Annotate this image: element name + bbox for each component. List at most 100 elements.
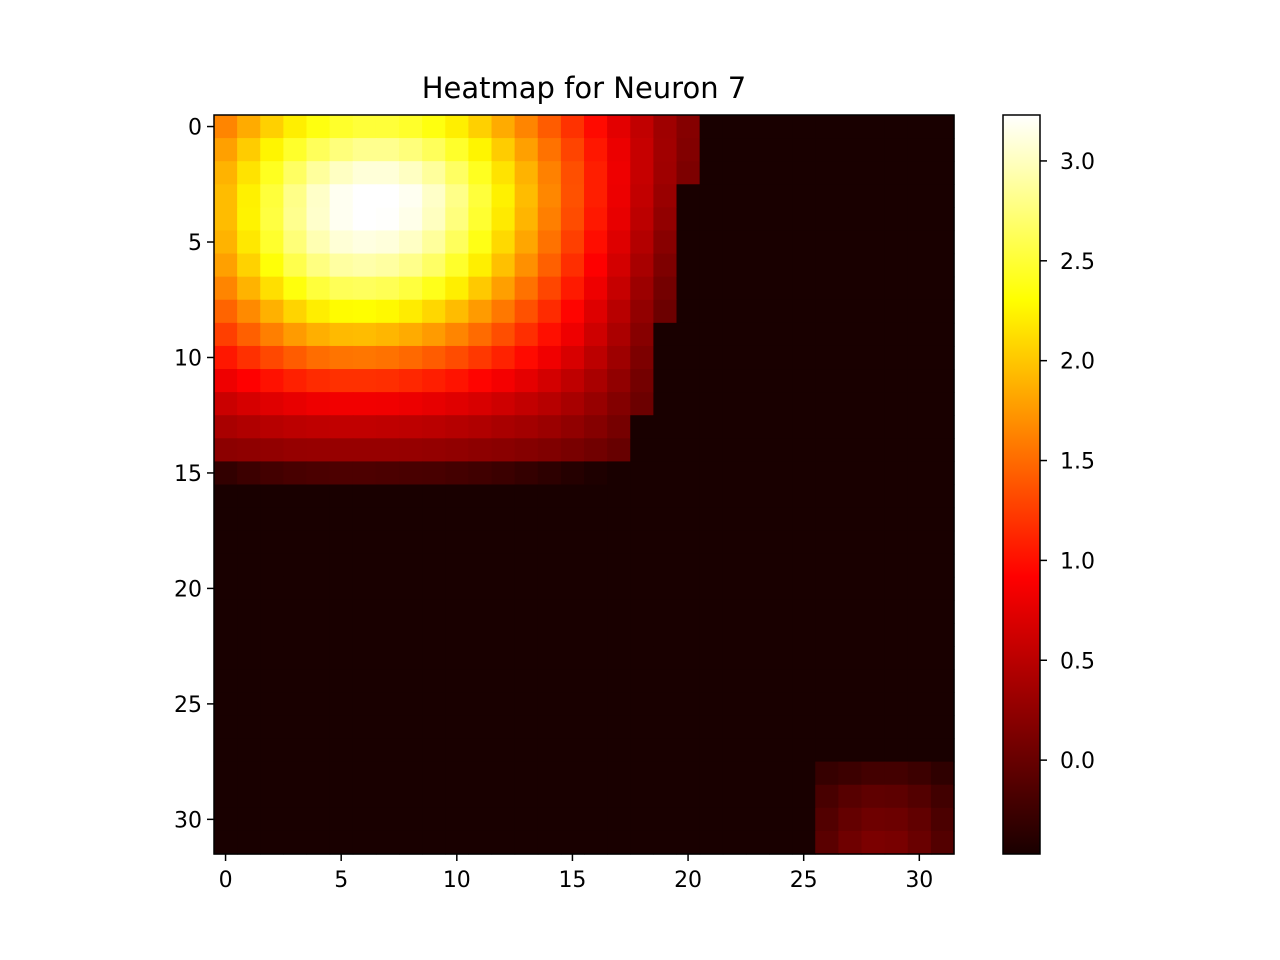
heatmap-cell bbox=[907, 392, 932, 416]
heatmap-cell bbox=[468, 299, 493, 324]
heatmap-cell bbox=[560, 692, 585, 717]
heatmap-cell bbox=[375, 807, 400, 832]
heatmap-cell bbox=[422, 253, 446, 278]
heatmap-cell bbox=[630, 253, 654, 278]
heatmap-cell bbox=[792, 807, 816, 832]
heatmap-cell bbox=[283, 553, 308, 578]
heatmap-cell bbox=[537, 369, 562, 393]
heatmap-cell bbox=[468, 276, 493, 301]
heatmap-cell bbox=[676, 253, 701, 278]
heatmap-cell bbox=[514, 392, 539, 416]
heatmap-cell bbox=[630, 692, 654, 717]
y-tick-label: 0 bbox=[188, 116, 202, 141]
heatmap-cell bbox=[329, 415, 354, 439]
heatmap-cell bbox=[399, 715, 423, 740]
heatmap-cell bbox=[214, 207, 238, 232]
heatmap-cell bbox=[514, 369, 539, 393]
heatmap-cell bbox=[468, 692, 493, 717]
heatmap-cell bbox=[445, 484, 469, 509]
heatmap-cell bbox=[607, 530, 631, 555]
heatmap-cell bbox=[329, 161, 354, 185]
heatmap-cell bbox=[792, 322, 816, 347]
heatmap-cell bbox=[329, 738, 354, 763]
heatmap-cell bbox=[722, 738, 747, 763]
heatmap-cell bbox=[838, 646, 863, 670]
heatmap-cell bbox=[838, 507, 863, 532]
heatmap-cell bbox=[722, 207, 747, 232]
heatmap-cell bbox=[329, 299, 354, 324]
heatmap-cell bbox=[214, 276, 238, 301]
heatmap-cell bbox=[399, 830, 423, 855]
heatmap-cell bbox=[514, 507, 539, 532]
heatmap-cell bbox=[306, 484, 331, 509]
heatmap-cell bbox=[584, 830, 608, 855]
heatmap-cell bbox=[468, 184, 493, 208]
heatmap-cell bbox=[514, 807, 539, 832]
heatmap-cell bbox=[838, 253, 863, 278]
heatmap-cell bbox=[769, 461, 793, 486]
heatmap-cell bbox=[745, 715, 770, 740]
heatmap-cell bbox=[445, 230, 469, 255]
heatmap-cell bbox=[769, 576, 793, 601]
heatmap-cell bbox=[815, 484, 839, 509]
heatmap-cell bbox=[838, 461, 863, 486]
heatmap-cell bbox=[815, 807, 839, 832]
heatmap-cell bbox=[722, 807, 747, 832]
heatmap-cell bbox=[722, 599, 747, 624]
heatmap-cell bbox=[630, 392, 654, 416]
heatmap-cell bbox=[283, 807, 308, 832]
heatmap-cell bbox=[907, 553, 932, 578]
heatmap-cell bbox=[861, 530, 886, 555]
heatmap-cell bbox=[815, 830, 839, 855]
heatmap-cell bbox=[306, 345, 331, 370]
heatmap-cell bbox=[907, 576, 932, 601]
heatmap-cell bbox=[260, 830, 284, 855]
heatmap-cell bbox=[630, 599, 654, 624]
heatmap-cell bbox=[537, 738, 562, 763]
heatmap-cell bbox=[237, 161, 261, 185]
heatmap-cell bbox=[745, 484, 770, 509]
heatmap-cell bbox=[468, 784, 493, 809]
heatmap-cell bbox=[769, 369, 793, 393]
heatmap-cell bbox=[607, 461, 631, 486]
heatmap-cell bbox=[630, 507, 654, 532]
heatmap-cell bbox=[838, 115, 863, 139]
heatmap-cell bbox=[838, 345, 863, 370]
heatmap-cell bbox=[769, 322, 793, 347]
heatmap-cell bbox=[329, 438, 354, 462]
heatmap-cell bbox=[491, 161, 516, 185]
heatmap-cell bbox=[699, 438, 724, 462]
heatmap-cell bbox=[884, 646, 909, 670]
heatmap-cell bbox=[745, 253, 770, 278]
heatmap-cell bbox=[306, 115, 331, 139]
heatmap-cell bbox=[491, 230, 516, 255]
heatmap-cell bbox=[907, 299, 932, 324]
heatmap-cell bbox=[375, 322, 400, 347]
heatmap-cell bbox=[584, 115, 608, 139]
heatmap-cell bbox=[514, 461, 539, 486]
heatmap-cell bbox=[792, 623, 816, 647]
heatmap-cell bbox=[329, 669, 354, 693]
heatmap-cell bbox=[861, 692, 886, 717]
heatmap-cell bbox=[468, 807, 493, 832]
colorbar-ticks: 0.0 0.5 1.0 1.5 2.0 2.5 3.0 bbox=[1040, 150, 1095, 774]
heatmap-cell bbox=[838, 484, 863, 509]
heatmap-cell bbox=[537, 161, 562, 185]
heatmap-cell bbox=[930, 715, 955, 740]
heatmap-cell bbox=[815, 299, 839, 324]
heatmap-cell bbox=[237, 599, 261, 624]
heatmap-cell bbox=[769, 599, 793, 624]
heatmap-cell bbox=[745, 784, 770, 809]
heatmap-cell bbox=[375, 715, 400, 740]
heatmap-cell bbox=[491, 115, 516, 139]
heatmap-cell bbox=[260, 253, 284, 278]
heatmap-cell bbox=[930, 345, 955, 370]
heatmap-cell bbox=[653, 345, 678, 370]
heatmap-cell bbox=[491, 646, 516, 670]
heatmap-cell bbox=[699, 507, 724, 532]
heatmap-cell bbox=[745, 692, 770, 717]
heatmap-cell bbox=[630, 438, 654, 462]
heatmap-cell bbox=[861, 230, 886, 255]
heatmap-cell bbox=[584, 184, 608, 208]
